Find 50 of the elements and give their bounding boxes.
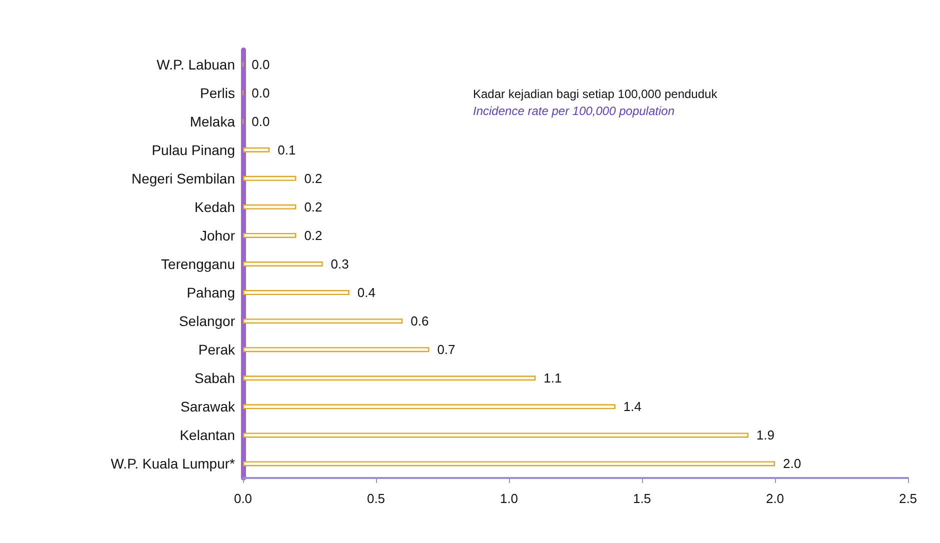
- data-label: 0.2: [304, 228, 322, 243]
- data-label: 0.2: [304, 170, 322, 186]
- bar: [243, 376, 536, 381]
- y-tick-label: Sarawak: [180, 398, 236, 415]
- bar: [243, 204, 296, 210]
- data-label: 1.1: [544, 370, 562, 386]
- data-label: 0.7: [437, 342, 456, 358]
- y-tick-label: Perlis: [200, 84, 235, 101]
- x-tick-label: 0.5: [366, 491, 386, 506]
- data-label: 0.1: [278, 142, 296, 158]
- y-tick-label: Negeri Sembilan: [132, 170, 235, 186]
- y-tick-label: Terengganu: [161, 256, 235, 272]
- bar: [243, 318, 403, 324]
- y-tick-label: Johor: [200, 227, 236, 244]
- data-label: 0.6: [410, 314, 429, 329]
- x-tick-label: 2.0: [766, 491, 784, 506]
- data-label: 0.2: [304, 199, 322, 214]
- bar: [243, 404, 616, 410]
- y-tick-label: Kelantan: [180, 427, 235, 444]
- y-tick-label: W.P. Labuan: [156, 56, 235, 72]
- y-tick-label: Kedah: [194, 198, 235, 215]
- data-label: 0.0: [252, 114, 270, 129]
- y-tick-label: Perak: [198, 342, 236, 358]
- bar: [243, 176, 296, 181]
- bar: [243, 347, 430, 352]
- y-tick-label: Pulau Pinang: [152, 142, 235, 158]
- x-tick-label: 1.0: [500, 491, 518, 506]
- annotation: Incidence rate per 100,000 population: [473, 104, 675, 118]
- x-tick-label: 0.0: [234, 491, 252, 506]
- data-label: 0.0: [252, 85, 270, 100]
- bar: [243, 232, 296, 238]
- data-label: 1.9: [756, 428, 774, 443]
- data-label: 2.0: [783, 456, 802, 472]
- y-tick-label: Selangor: [178, 313, 236, 330]
- data-label: 0.0: [252, 56, 270, 72]
- y-tick-label: Sabah: [194, 370, 235, 386]
- x-tick-label: 2.5: [898, 491, 918, 506]
- y-tick-label: Pahang: [186, 284, 235, 301]
- bar: [243, 432, 748, 438]
- y-tick-label: W.P. Kuala Lumpur*: [110, 456, 236, 472]
- data-label: 0.4: [357, 285, 376, 300]
- data-label: 1.4: [623, 399, 642, 414]
- bar: [243, 262, 323, 266]
- y-tick-label: Melaka: [190, 113, 236, 130]
- x-tick-label: 1.5: [632, 491, 652, 506]
- bar: [243, 147, 270, 152]
- data-label: 0.3: [330, 256, 349, 272]
- bar: [243, 290, 350, 296]
- annotation: Kadar kejadian bagi setiap 100,000 penduduk: [473, 87, 718, 101]
- bar: [243, 461, 775, 466]
